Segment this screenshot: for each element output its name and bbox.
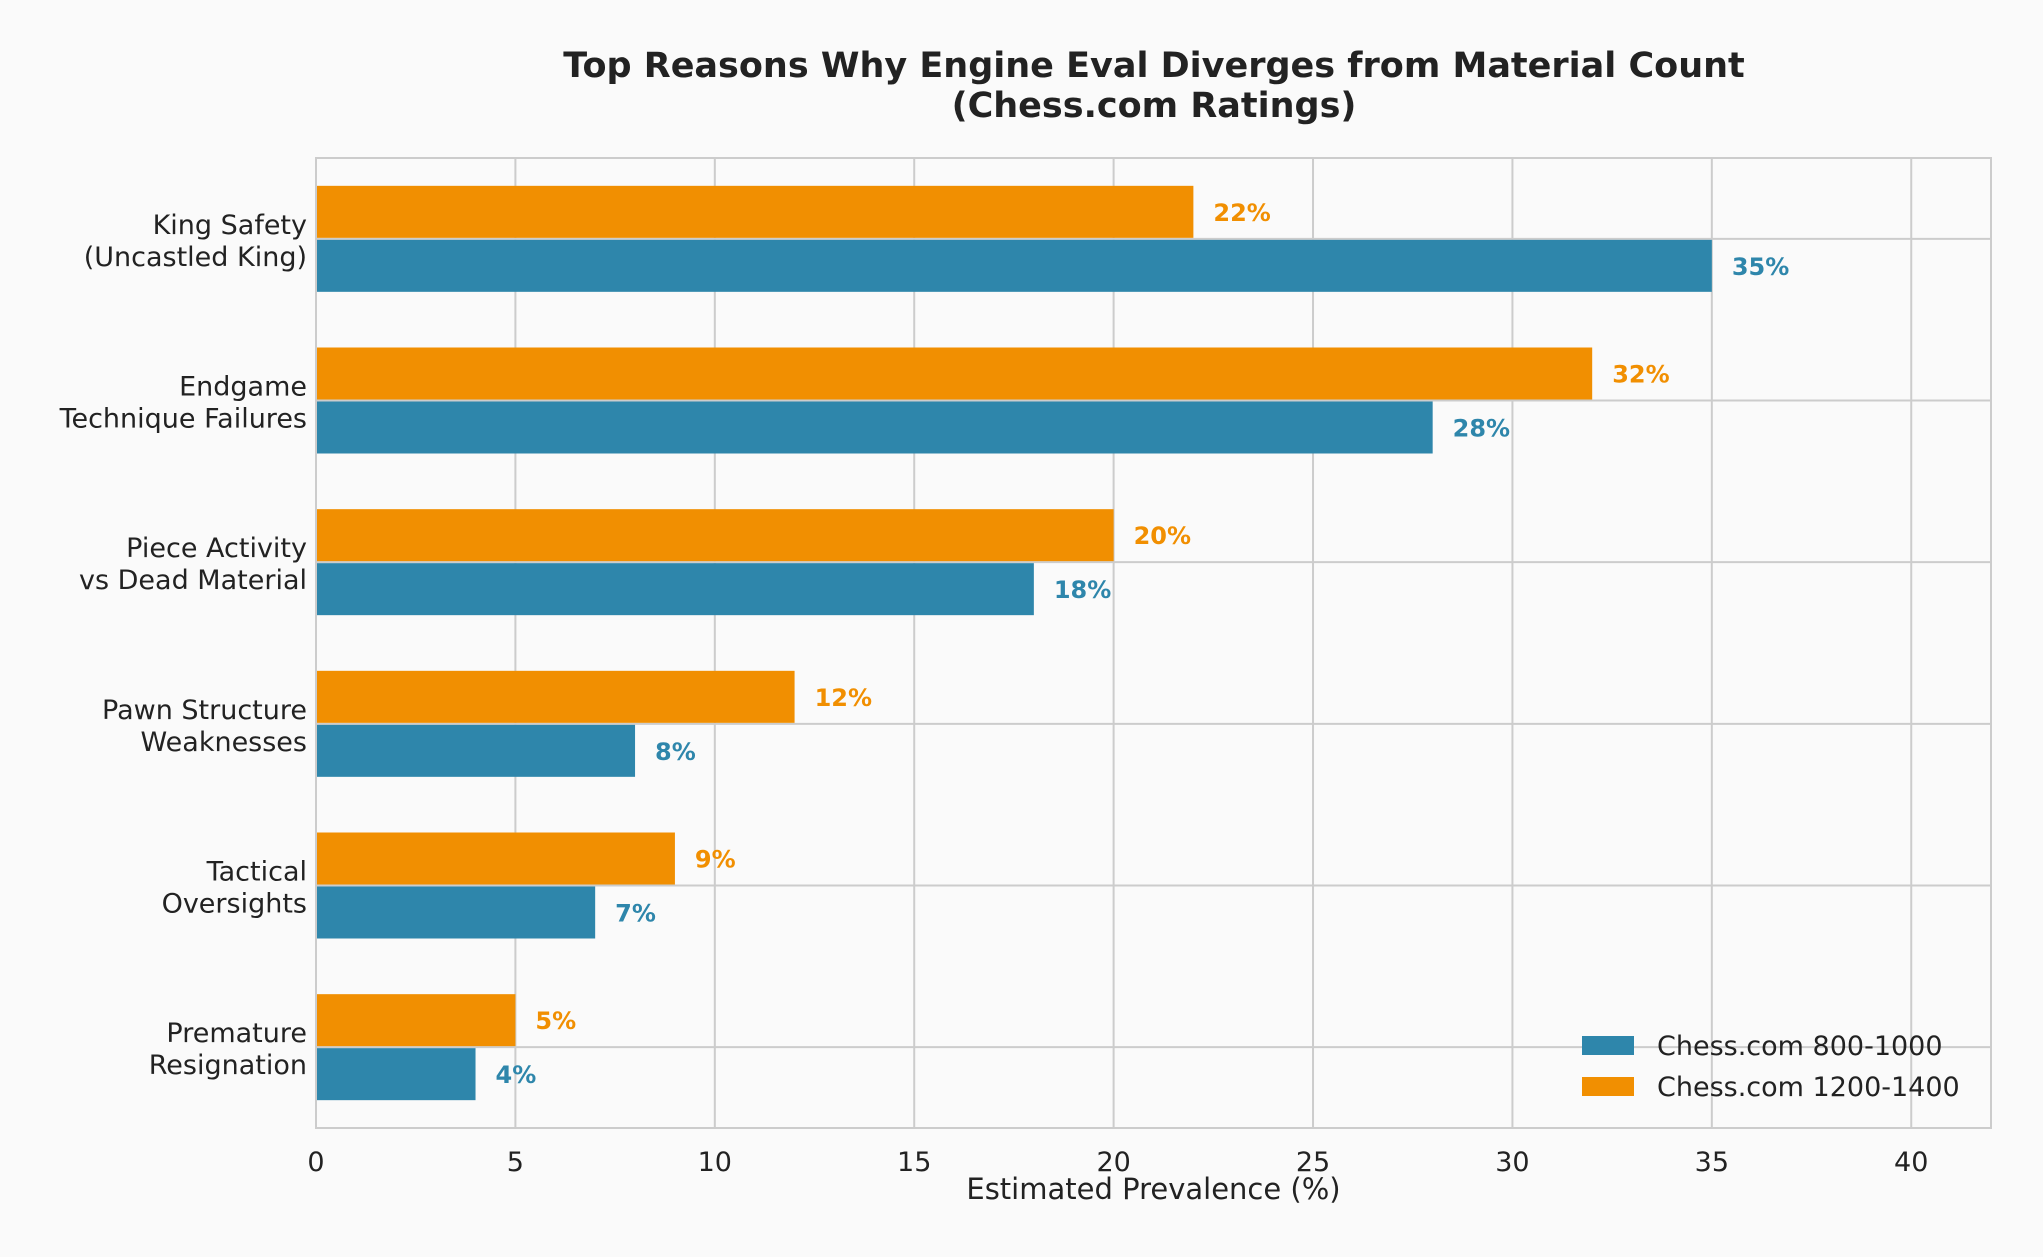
data-label: 32% bbox=[1612, 361, 1669, 389]
x-tick-label: 35 bbox=[1695, 1147, 1729, 1178]
data-label: 12% bbox=[815, 684, 872, 712]
plot-frame bbox=[315, 157, 1992, 1129]
y-tick-label-line: Tactical bbox=[206, 857, 307, 888]
y-tick-label: Piece Activity vs Dead Material bbox=[79, 533, 307, 596]
y-tick-label: Pawn Structure Weaknesses bbox=[102, 695, 307, 758]
bar bbox=[316, 1048, 476, 1101]
x-tick-label: 25 bbox=[1296, 1147, 1330, 1178]
bar bbox=[316, 185, 1194, 238]
bar bbox=[316, 724, 636, 777]
bar bbox=[316, 832, 675, 885]
bar bbox=[316, 670, 795, 723]
x-tick-label: 20 bbox=[1096, 1147, 1130, 1178]
x-tick-label: 30 bbox=[1495, 1147, 1529, 1178]
data-label: 35% bbox=[1732, 253, 1789, 281]
chart-title-line-2: (Chess.com Ratings) bbox=[951, 86, 1357, 126]
bar bbox=[316, 347, 1593, 400]
y-tick-label: Premature Resignation bbox=[149, 1018, 307, 1081]
y-tick-label-line: Resignation bbox=[149, 1050, 307, 1081]
y-tick-label-line: Technique Failures bbox=[59, 404, 307, 435]
bars bbox=[316, 185, 1712, 1101]
x-axis-label: Estimated Prevalence (%) bbox=[966, 1172, 1340, 1206]
chart-title: Top Reasons Why Engine Eval Diverges fro… bbox=[316, 46, 1992, 126]
y-tick-label: King Safety (Uncastled King) bbox=[84, 210, 307, 273]
y-tick-label: Tactical Oversights bbox=[162, 857, 307, 920]
x-tick-label: 0 bbox=[307, 1147, 324, 1178]
y-tick-label-line: Weaknesses bbox=[141, 727, 307, 758]
y-tick-labels: King Safety (Uncastled King) Endgame Techni… bbox=[59, 210, 307, 1081]
bar bbox=[316, 886, 596, 939]
legend-swatch bbox=[1582, 1077, 1634, 1096]
y-tick-label-line: Pawn Structure bbox=[102, 695, 307, 726]
legend-swatch bbox=[1582, 1036, 1634, 1055]
data-label: 4% bbox=[496, 1061, 537, 1089]
chart-title-line-1: Top Reasons Why Engine Eval Diverges fro… bbox=[563, 46, 1745, 86]
data-label: 20% bbox=[1134, 522, 1191, 550]
x-tick-label: 15 bbox=[897, 1147, 931, 1178]
y-tick-label-line: Premature bbox=[166, 1018, 307, 1049]
y-tick-label-line: Piece Activity bbox=[126, 533, 307, 564]
bar bbox=[316, 239, 1712, 292]
y-tick-label-line: Oversights bbox=[162, 889, 307, 920]
bar bbox=[316, 401, 1433, 454]
y-tick-label-line: vs Dead Material bbox=[79, 565, 307, 596]
data-labels: 22% 35% 32% 28% 20% 18% 12% 8% 9% 7% 5% 4% bbox=[496, 199, 1790, 1089]
bar bbox=[316, 563, 1034, 616]
y-tick-label: Endgame Technique Failures bbox=[59, 372, 307, 435]
y-tick-label-line: King Safety bbox=[153, 210, 307, 241]
data-label: 9% bbox=[695, 846, 736, 874]
data-label: 7% bbox=[615, 900, 656, 928]
data-label: 5% bbox=[535, 1007, 576, 1035]
x-tick-labels: 0 5 10 15 20 25 30 35 40 bbox=[307, 1147, 1928, 1178]
y-tick-label-line: (Uncastled King) bbox=[84, 242, 307, 273]
data-label: 28% bbox=[1453, 415, 1510, 443]
bar bbox=[316, 994, 516, 1047]
legend-label: Chess.com 1200-1400 bbox=[1657, 1072, 1960, 1103]
x-tick-label: 40 bbox=[1894, 1147, 1928, 1178]
y-tick-label-line: Endgame bbox=[179, 372, 307, 403]
x-tick-label: 10 bbox=[698, 1147, 732, 1178]
data-label: 8% bbox=[655, 738, 696, 766]
grid-lines bbox=[315, 158, 1991, 1128]
bar bbox=[316, 509, 1114, 562]
legend-label: Chess.com 800-1000 bbox=[1657, 1031, 1943, 1062]
x-tick-label: 5 bbox=[507, 1147, 524, 1178]
data-label: 18% bbox=[1054, 576, 1111, 604]
legend: Chess.com 800-1000 Chess.com 1200-1400 bbox=[1582, 1031, 1960, 1103]
data-label: 22% bbox=[1213, 199, 1270, 227]
